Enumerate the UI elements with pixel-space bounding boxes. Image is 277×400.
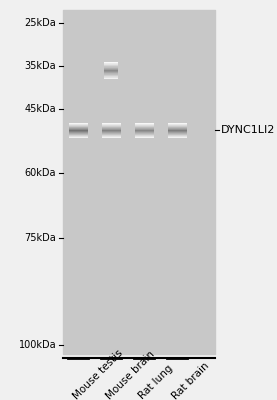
Text: 100kDa: 100kDa [19, 340, 56, 350]
Text: 25kDa: 25kDa [25, 18, 56, 28]
Text: Rat lung: Rat lung [137, 364, 175, 400]
Text: Mouse testis: Mouse testis [71, 348, 125, 400]
Text: Rat brain: Rat brain [170, 360, 211, 400]
Text: 45kDa: 45kDa [25, 104, 56, 114]
Text: Mouse brain: Mouse brain [104, 349, 157, 400]
Text: 75kDa: 75kDa [25, 233, 56, 243]
Text: DYNC1LI2: DYNC1LI2 [221, 125, 276, 135]
Text: 60kDa: 60kDa [25, 168, 56, 178]
Text: 35kDa: 35kDa [25, 61, 56, 71]
